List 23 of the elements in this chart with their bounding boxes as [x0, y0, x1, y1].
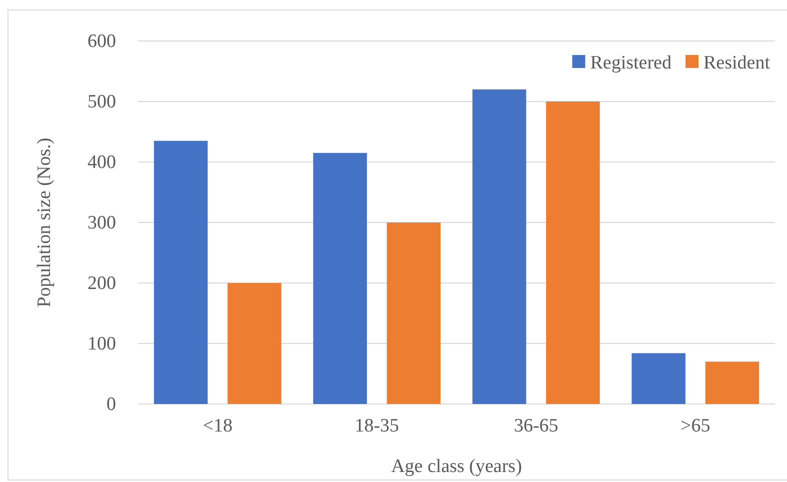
legend-label: Resident [704, 52, 771, 74]
bar [386, 222, 441, 404]
y-tick-label: 300 [88, 212, 116, 234]
y-tick-label: 200 [88, 273, 116, 294]
legend-label: Registered [590, 52, 672, 74]
x-tick-label: 18-35 [354, 415, 400, 436]
bar [705, 362, 760, 404]
y-tick-label: 0 [106, 394, 116, 416]
y-tick-label: 600 [88, 31, 116, 52]
bar [632, 353, 686, 404]
bar [228, 283, 282, 404]
bar [472, 89, 526, 404]
x-tick-label: >65 [680, 415, 710, 436]
bar [313, 152, 367, 404]
y-tick-label: 100 [88, 334, 116, 355]
x-tick-label: 36-65 [514, 415, 558, 436]
y-axis-title: Population size (Nos.) [34, 138, 55, 308]
x-axis-title: Age class (years) [391, 456, 522, 477]
y-tick-label: 400 [88, 152, 116, 174]
y-tick-label: 500 [88, 92, 116, 113]
x-tick-label: <18 [202, 415, 232, 436]
bar [546, 102, 600, 404]
bar [154, 140, 208, 404]
